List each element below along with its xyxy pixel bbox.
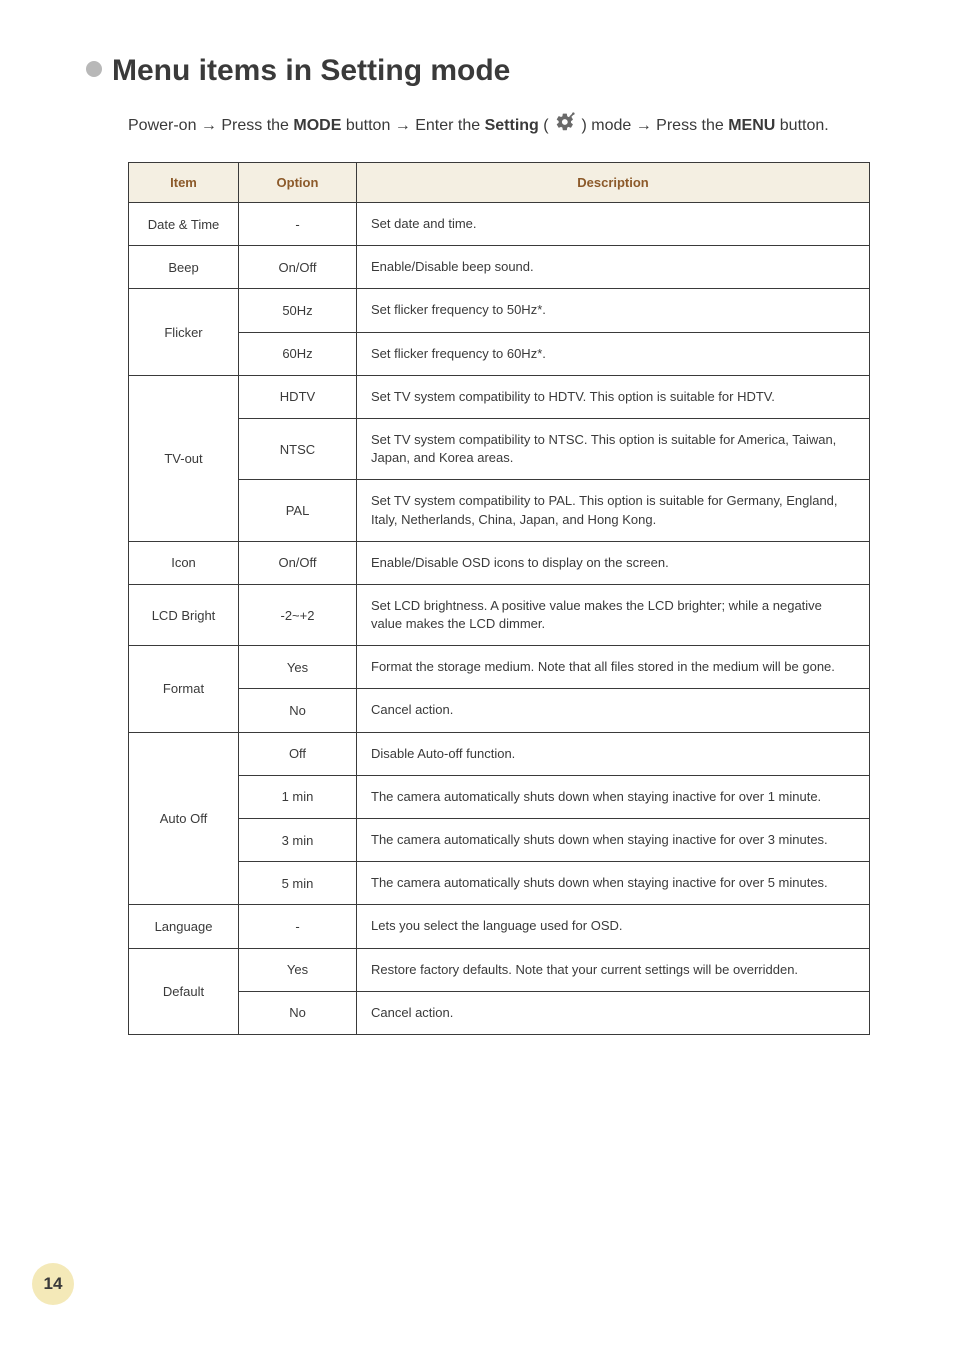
table-row: 1 min The camera automatically shuts dow…	[129, 775, 870, 818]
cell-desc: The camera automatically shuts down when…	[357, 862, 870, 905]
table-row: 5 min The camera automatically shuts dow…	[129, 862, 870, 905]
header-item: Item	[129, 163, 239, 203]
table-row: TV-out HDTV Set TV system compatibility …	[129, 375, 870, 418]
title-row: Menu items in Setting mode	[84, 54, 870, 88]
cell-desc: Set date and time.	[357, 203, 870, 246]
cell-desc: Disable Auto-off function.	[357, 732, 870, 775]
cell-desc: Set flicker frequency to 60Hz*.	[357, 332, 870, 375]
cell-desc: Set TV system compatibility to PAL. This…	[357, 480, 870, 541]
table-row: Format Yes Format the storage medium. No…	[129, 646, 870, 689]
table-row: 3 min The camera automatically shuts dow…	[129, 819, 870, 862]
cell-desc: Restore factory defaults. Note that your…	[357, 948, 870, 991]
cell-option: -2~+2	[239, 584, 357, 645]
cell-desc: Set TV system compatibility to NTSC. Thi…	[357, 418, 870, 479]
settings-table: Item Option Description Date & Time - Se…	[128, 162, 870, 1035]
cell-option: On/Off	[239, 541, 357, 584]
table-row: Auto Off Off Disable Auto-off function.	[129, 732, 870, 775]
cell-item: Icon	[129, 541, 239, 584]
cell-desc: Set flicker frequency to 50Hz*.	[357, 289, 870, 332]
table-row: Beep On/Off Enable/Disable beep sound.	[129, 246, 870, 289]
cell-option: Yes	[239, 646, 357, 689]
cell-option: 3 min	[239, 819, 357, 862]
cell-desc: Cancel action.	[357, 689, 870, 732]
cell-desc: Set LCD brightness. A positive value mak…	[357, 584, 870, 645]
gear-icon	[555, 112, 575, 140]
intro-p1: Power-on → Press the	[128, 117, 293, 134]
intro-mode: MODE	[293, 117, 341, 134]
intro-setting: Setting	[485, 117, 539, 134]
header-description: Description	[357, 163, 870, 203]
table-header-row: Item Option Description	[129, 163, 870, 203]
cell-item: LCD Bright	[129, 584, 239, 645]
cell-item: TV-out	[129, 375, 239, 541]
cell-option: No	[239, 689, 357, 732]
intro-menu: MENU	[728, 117, 775, 134]
page-number-badge: 14	[32, 1263, 74, 1305]
table-row: Default Yes Restore factory defaults. No…	[129, 948, 870, 991]
cell-desc: Enable/Disable beep sound.	[357, 246, 870, 289]
cell-item: Default	[129, 948, 239, 1034]
cell-option: HDTV	[239, 375, 357, 418]
cell-option: 1 min	[239, 775, 357, 818]
cell-option: 5 min	[239, 862, 357, 905]
cell-desc: Format the storage medium. Note that all…	[357, 646, 870, 689]
intro-p3: (	[539, 117, 553, 134]
cell-option: 60Hz	[239, 332, 357, 375]
table-row: NTSC Set TV system compatibility to NTSC…	[129, 418, 870, 479]
table-row: 60Hz Set flicker frequency to 60Hz*.	[129, 332, 870, 375]
table-row: Language - Lets you select the language …	[129, 905, 870, 948]
table-row: PAL Set TV system compatibility to PAL. …	[129, 480, 870, 541]
cell-option: PAL	[239, 480, 357, 541]
cell-option: 50Hz	[239, 289, 357, 332]
cell-desc: Set TV system compatibility to HDTV. Thi…	[357, 375, 870, 418]
cell-desc: Cancel action.	[357, 991, 870, 1034]
intro-p4: ) mode → Press the	[577, 117, 728, 134]
cell-desc: Lets you select the language used for OS…	[357, 905, 870, 948]
intro-text: Power-on → Press the MODE button → Enter…	[128, 112, 870, 140]
intro-p5: button.	[775, 117, 828, 134]
cell-option: NTSC	[239, 418, 357, 479]
cell-desc: The camera automatically shuts down when…	[357, 819, 870, 862]
cell-item: Format	[129, 646, 239, 732]
table-row: Flicker 50Hz Set flicker frequency to 50…	[129, 289, 870, 332]
cell-item: Auto Off	[129, 732, 239, 905]
cell-option: On/Off	[239, 246, 357, 289]
table-row: No Cancel action.	[129, 991, 870, 1034]
page-number: 14	[44, 1274, 63, 1294]
table-row: No Cancel action.	[129, 689, 870, 732]
header-option: Option	[239, 163, 357, 203]
page-title: Menu items in Setting mode	[112, 54, 510, 88]
cell-item: Flicker	[129, 289, 239, 375]
table-row: LCD Bright -2~+2 Set LCD brightness. A p…	[129, 584, 870, 645]
cell-desc: Enable/Disable OSD icons to display on t…	[357, 541, 870, 584]
table-row: Date & Time - Set date and time.	[129, 203, 870, 246]
cell-option: Yes	[239, 948, 357, 991]
table-row: Icon On/Off Enable/Disable OSD icons to …	[129, 541, 870, 584]
cell-option: -	[239, 905, 357, 948]
cell-desc: The camera automatically shuts down when…	[357, 775, 870, 818]
cell-option: -	[239, 203, 357, 246]
bullet-icon	[84, 59, 104, 84]
cell-option: No	[239, 991, 357, 1034]
cell-item: Beep	[129, 246, 239, 289]
cell-item: Language	[129, 905, 239, 948]
intro-p2: button → Enter the	[341, 117, 484, 134]
cell-item: Date & Time	[129, 203, 239, 246]
cell-option: Off	[239, 732, 357, 775]
